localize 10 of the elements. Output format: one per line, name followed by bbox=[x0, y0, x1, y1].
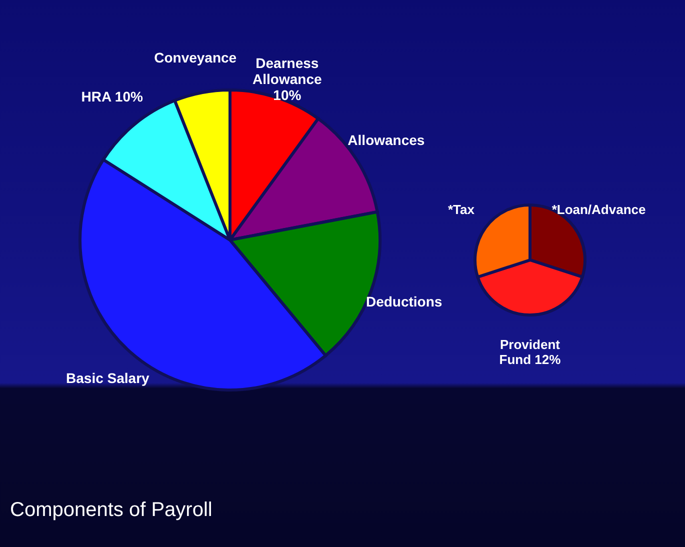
slice-label: HRA 10% bbox=[81, 88, 144, 104]
slice-label: Deductions bbox=[366, 294, 442, 310]
slice-label: Provident Fund 12% bbox=[499, 337, 562, 367]
slice-label: *Tax bbox=[448, 202, 476, 218]
slice-label: Dearness Allowance 10% bbox=[252, 55, 322, 104]
slice-label: *Loan/Advance bbox=[552, 202, 646, 218]
slice-label: Conveyance bbox=[154, 49, 237, 66]
slice-label: Basic Salary bbox=[66, 370, 150, 386]
slice-label: Allowances bbox=[348, 132, 425, 148]
text: Components of Payroll bbox=[10, 499, 212, 521]
